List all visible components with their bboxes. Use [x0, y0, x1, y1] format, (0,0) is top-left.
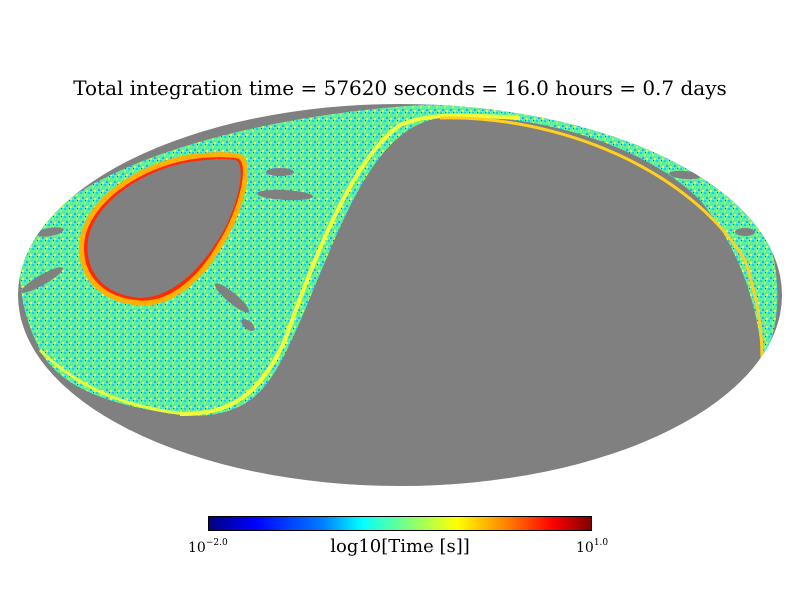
- coverage-edge-bottom: [38, 348, 186, 416]
- chart-title: Total integration time = 57620 seconds =…: [73, 76, 727, 100]
- colorbar-max-label: 101.0: [576, 538, 609, 556]
- gap-streaks: [21, 168, 755, 331]
- unobserved-hole: [87, 158, 241, 298]
- colorbar-title: log10[Time [s]]: [330, 536, 470, 557]
- coverage-edge-right: [439, 116, 764, 359]
- colorbar-min-label: 10−2.0: [188, 538, 228, 556]
- coverage-edge: [179, 113, 521, 417]
- colorbar: [208, 516, 592, 531]
